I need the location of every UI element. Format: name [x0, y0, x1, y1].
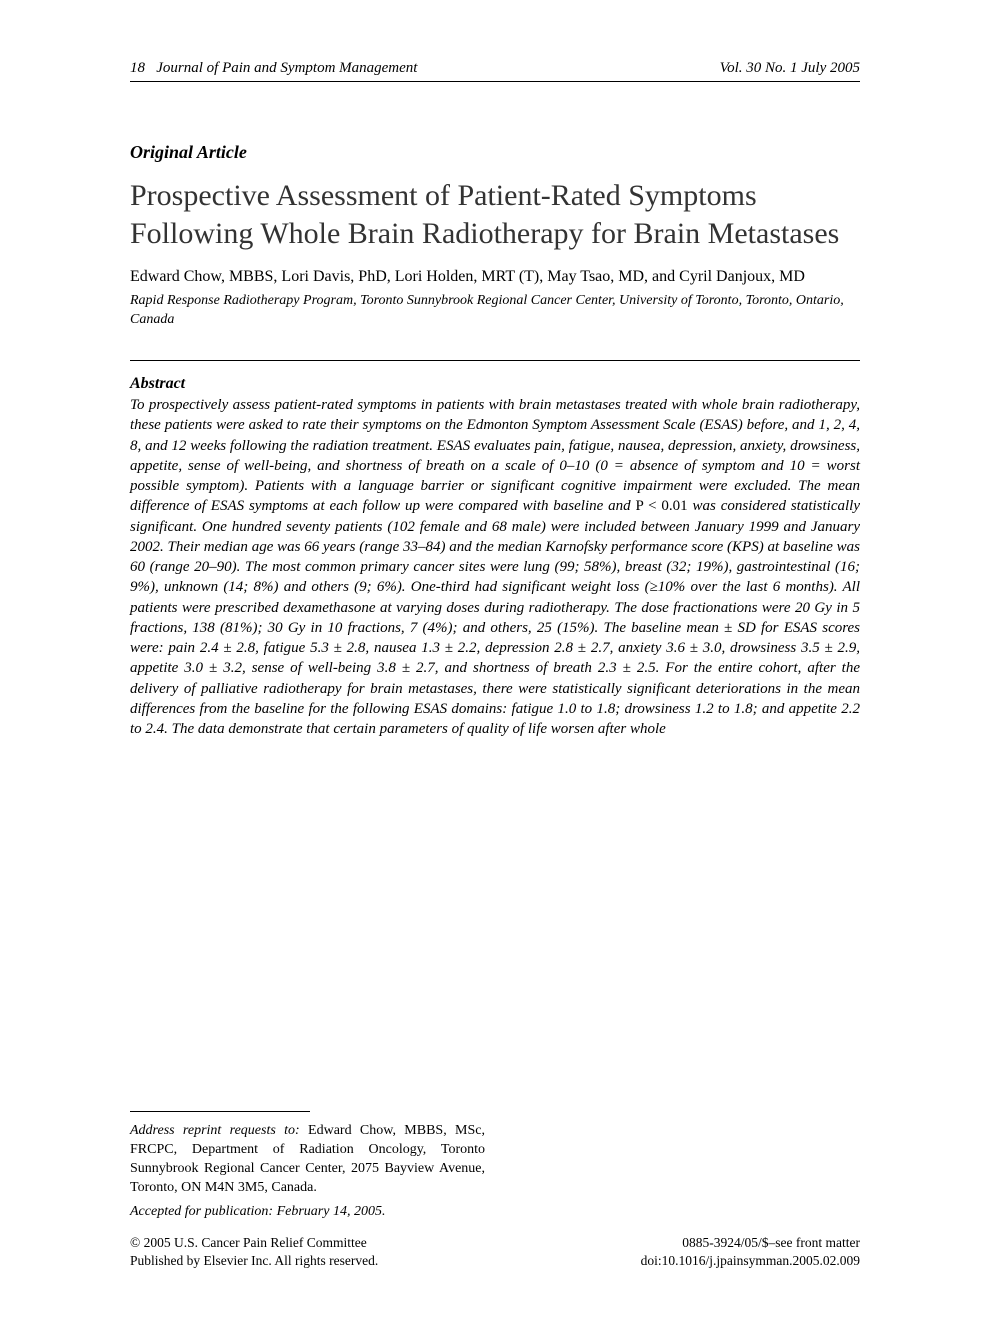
copyright-left: © 2005 U.S. Cancer Pain Relief Committee…	[130, 1234, 378, 1270]
article-type: Original Article	[130, 142, 860, 163]
header-right: Vol. 30 No. 1 July 2005	[720, 60, 860, 77]
doi-line: doi:10.1016/j.jpainsymman.2005.02.009	[641, 1252, 860, 1270]
author-list: Edward Chow, MBBS, Lori Davis, PhD, Lori…	[130, 266, 860, 288]
header-left: 18 Journal of Pain and Symptom Managemen…	[130, 60, 417, 77]
reprint-label: Address reprint requests to:	[130, 1123, 300, 1138]
reprint-info: Address reprint requests to: Edward Chow…	[130, 1122, 485, 1198]
copyright-right: 0885-3924/05/$–see front matter doi:10.1…	[641, 1234, 860, 1270]
accepted-date: Accepted for publication: February 14, 2…	[130, 1204, 860, 1220]
horizontal-rule	[130, 360, 860, 361]
copyright-row: © 2005 U.S. Cancer Pain Relief Committee…	[130, 1234, 860, 1270]
abstract-text-pre: To prospectively assess patient-rated sy…	[130, 397, 860, 514]
abstract-body: To prospectively assess patient-rated sy…	[130, 395, 860, 739]
footnote-rule	[130, 1111, 310, 1112]
page-number: 18	[130, 60, 145, 76]
copyright-line-1: © 2005 U.S. Cancer Pain Relief Committee	[130, 1234, 378, 1252]
issn-line: 0885-3924/05/$–see front matter	[641, 1234, 860, 1252]
footer-block: Address reprint requests to: Edward Chow…	[130, 1111, 860, 1270]
page-root: 18 Journal of Pain and Symptom Managemen…	[0, 0, 990, 1320]
journal-name: Journal of Pain and Symptom Management	[156, 60, 417, 76]
abstract-heading: Abstract	[130, 375, 860, 393]
p-value: P < 0.01	[635, 498, 687, 514]
article-title: Prospective Assessment of Patient-Rated …	[130, 177, 860, 252]
running-header: 18 Journal of Pain and Symptom Managemen…	[130, 60, 860, 82]
copyright-line-2: Published by Elsevier Inc. All rights re…	[130, 1252, 378, 1270]
abstract-text-post: was considered statistically significant…	[130, 498, 860, 737]
affiliation: Rapid Response Radiotherapy Program, Tor…	[130, 292, 860, 330]
